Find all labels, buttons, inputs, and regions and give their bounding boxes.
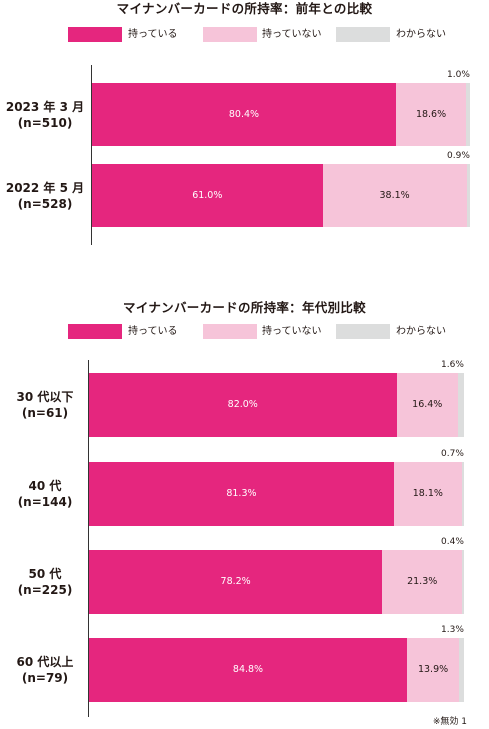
chart2-bar-segment	[89, 638, 407, 702]
chart2-legend-swatch-unknown	[336, 324, 390, 339]
chart2-legend-swatch-not-have	[203, 324, 257, 339]
chart1-axis-line	[91, 65, 92, 245]
chart2-bar-segment	[396, 373, 458, 437]
chart2-bar-segment	[459, 638, 464, 702]
chart2-bar-segment	[407, 638, 460, 702]
chart2-bar-segment	[89, 373, 397, 437]
chart2-legend-label-not-have: 持っていない	[262, 326, 322, 337]
chart2-category-label: 30 代以下 (n=61)	[16, 390, 74, 420]
chart1-bar-segment	[92, 164, 323, 227]
chart1-value-label: 0.9%	[447, 151, 470, 161]
chart1-legend-swatch-not-have	[203, 27, 257, 42]
chart1-value-label: 61.0%	[192, 189, 223, 201]
chart2-value-label: 18.1%	[412, 488, 443, 499]
chart2-category-label: 50 代 (n=225)	[17, 567, 73, 597]
chart1-bar-segment	[322, 164, 467, 227]
chart2-value-label: 21.3%	[407, 576, 438, 587]
chart2-bar-segment	[89, 550, 383, 614]
chart2-value-label: 82.0%	[227, 399, 258, 410]
chart2-bar-segment	[461, 462, 465, 526]
chart2-value-label: 16.4%	[412, 399, 443, 410]
chart2-value-label: 0.7%	[441, 449, 464, 459]
chart2-value-label: 81.3%	[226, 488, 257, 499]
chart1-value-label: 38.1%	[379, 189, 410, 201]
chart1-bar-segment	[92, 83, 396, 146]
chart1-category-label: 2023 年 3 月 (n=510)	[5, 99, 85, 130]
chart2-legend-label-unknown: わからない	[396, 326, 446, 337]
chart1-value-label: 18.6%	[415, 108, 447, 120]
chart1-value-label: 1.0%	[447, 70, 470, 80]
chart2-bar-segment	[393, 462, 462, 526]
chart2-bar-segment	[382, 550, 463, 614]
chart1-category-label: 2022 年 5 月 (n=528)	[5, 180, 85, 211]
chart2-bar-segment	[458, 373, 464, 437]
chart1-bar-segment	[466, 164, 470, 227]
chart1-legend-label-not-have: 持っていない	[262, 29, 322, 40]
chart1-legend-swatch-unknown	[336, 27, 390, 42]
chart1-title: マイナンバーカードの所持率：前年との比較	[116, 1, 373, 16]
chart2-value-label: 78.2%	[220, 576, 251, 587]
chart2-axis-line	[88, 360, 89, 717]
chart2-value-label: 13.9%	[417, 664, 449, 675]
chart1-legend-label-have: 持っている	[128, 29, 178, 40]
chart2-value-label: 0.4%	[441, 537, 464, 547]
chart1-bar-segment	[466, 83, 470, 146]
chart2-bar-segment	[462, 550, 464, 614]
chart1-bar-segment	[395, 83, 467, 146]
chart2-bar-segment	[89, 462, 394, 526]
chart2-category-label: 40 代 (n=144)	[17, 479, 73, 509]
chart1-legend-swatch-have	[68, 27, 122, 42]
chart2-category-label: 60 代以上 (n=79)	[16, 655, 74, 685]
chart2-value-label: 84.8%	[232, 664, 264, 675]
chart2-legend-swatch-have	[68, 324, 122, 339]
chart2-value-label: 1.3%	[441, 625, 464, 635]
chart2-legend-label-have: 持っている	[128, 326, 178, 337]
chart1-legend-label-unknown: わからない	[396, 29, 446, 40]
chart1-value-label: 80.4%	[228, 108, 260, 120]
footnote: ※無効 1	[432, 717, 467, 727]
chart2-title: マイナンバーカードの所持率：年代別比較	[123, 300, 366, 315]
chart2-value-label: 1.6%	[441, 360, 464, 370]
